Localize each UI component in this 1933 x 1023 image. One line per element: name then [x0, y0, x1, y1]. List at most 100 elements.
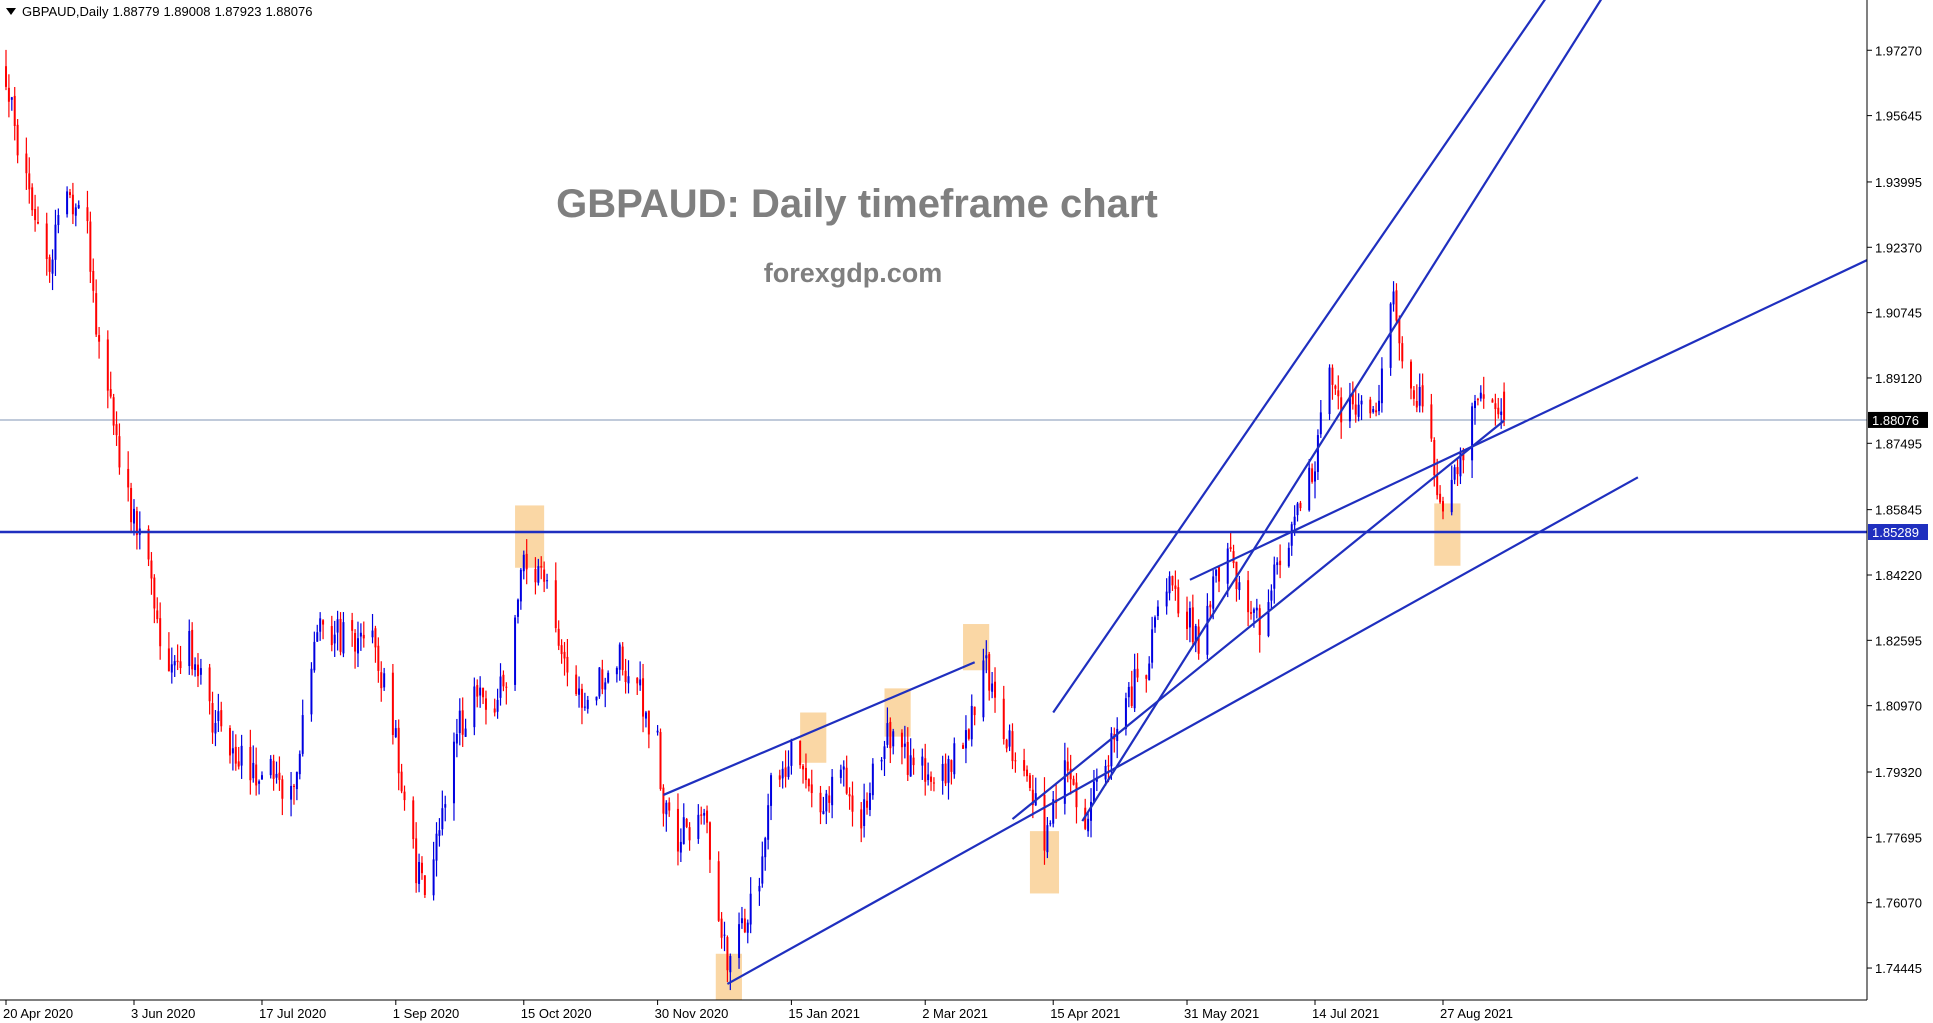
price-tick-label: 1.76070	[1875, 896, 1922, 911]
candle-body	[461, 710, 464, 735]
candle-body	[912, 757, 915, 766]
price-axis-bg	[1867, 0, 1933, 1023]
candle-body	[615, 668, 618, 675]
candle-body	[1314, 471, 1317, 482]
candle-body	[499, 676, 502, 698]
time-tick-label: 15 Jan 2021	[788, 1006, 860, 1021]
candle-body	[1421, 385, 1424, 407]
candle-body	[1378, 400, 1381, 412]
highlight-zones	[515, 503, 1461, 1000]
trendline[interactable]	[726, 476, 1639, 985]
dropdown-triangle-icon[interactable]	[6, 8, 16, 15]
candle-body	[1232, 551, 1235, 564]
candle-body	[1267, 602, 1270, 636]
candle-body	[1255, 607, 1258, 611]
candle-body	[342, 622, 345, 654]
candle-body	[231, 748, 234, 754]
candle-body	[1471, 406, 1474, 461]
price-tick-label: 1.84220	[1875, 568, 1922, 583]
trendlines[interactable]	[662, 0, 1897, 985]
candle-body	[362, 634, 365, 639]
candle-body	[1206, 605, 1209, 655]
candle-body	[228, 728, 231, 756]
candle-body	[819, 792, 822, 813]
candle-body	[10, 97, 13, 100]
candle-body	[1308, 467, 1311, 511]
candle-body	[1439, 493, 1442, 503]
time-tick-label: 15 Oct 2020	[521, 1006, 592, 1021]
candle-body	[1436, 475, 1439, 496]
candle-body	[764, 838, 767, 858]
candle-body	[1462, 449, 1465, 461]
candle-body	[415, 838, 418, 884]
price-tick-label: 1.79320	[1875, 765, 1922, 780]
candle-body	[1316, 435, 1319, 472]
candle-body	[118, 436, 121, 468]
candle-body	[127, 468, 130, 488]
candle-body	[770, 775, 773, 806]
candle-body	[749, 893, 752, 925]
candle-body	[860, 809, 863, 829]
candle-body	[1395, 290, 1398, 321]
trendline[interactable]	[1011, 419, 1505, 820]
candle-body	[444, 804, 447, 808]
candle-body	[278, 772, 281, 780]
candle-body	[964, 730, 967, 749]
candle-body	[452, 741, 455, 804]
candle-body	[1046, 825, 1049, 853]
candle-body	[1328, 367, 1331, 415]
candle-body	[1008, 730, 1011, 747]
trendline[interactable]	[1081, 0, 1617, 822]
chart-title: GBPAUD: Daily timeframe chart	[556, 182, 1158, 226]
symbol-label: GBPAUD,Daily	[22, 4, 109, 19]
candle-body	[871, 763, 874, 796]
price-badges: 1.88076 1.85289	[1868, 411, 1928, 541]
candle-body	[173, 661, 176, 666]
candle-body	[1334, 385, 1337, 389]
candle-body	[1148, 663, 1151, 681]
candle-body	[1459, 452, 1462, 477]
candle-body	[1133, 669, 1136, 709]
candle-body	[1299, 502, 1302, 509]
candle-body	[810, 784, 813, 794]
trendline[interactable]	[1189, 246, 1897, 581]
candle-body	[156, 610, 159, 620]
candle-body	[356, 638, 359, 654]
candle-body	[441, 808, 444, 830]
candle-body	[423, 875, 426, 895]
candle-body	[51, 259, 54, 274]
candle-body	[662, 787, 665, 814]
level-price-badge	[1868, 524, 1928, 541]
candle-body	[1279, 560, 1282, 566]
highlight-zone	[515, 505, 545, 568]
candle-body	[676, 808, 679, 852]
candle-body	[679, 841, 682, 853]
candle-body	[1456, 467, 1459, 475]
candle-body	[688, 827, 691, 841]
candle-body	[932, 782, 935, 784]
candle-body	[1337, 390, 1340, 397]
candle-body	[909, 755, 912, 777]
candle-body	[624, 670, 627, 682]
candle-body	[1357, 404, 1360, 417]
candle-body	[758, 885, 761, 892]
candle-body	[397, 727, 400, 774]
candle-body	[130, 488, 133, 523]
trendline[interactable]	[1052, 0, 1594, 714]
candle-body	[554, 580, 557, 629]
candle-body	[1188, 607, 1191, 628]
candle-body	[1351, 393, 1354, 405]
candle-body	[636, 677, 639, 684]
candle-body	[217, 711, 220, 722]
candle-body	[950, 760, 953, 772]
trendline[interactable]	[662, 661, 976, 796]
candle-body	[866, 800, 869, 808]
candle-body	[109, 389, 112, 397]
candle-body	[962, 745, 965, 749]
candle-body	[5, 66, 7, 87]
candle-body	[473, 686, 476, 728]
candle-body	[316, 632, 319, 642]
candle-body	[1066, 761, 1069, 771]
candle-body	[1197, 626, 1200, 654]
